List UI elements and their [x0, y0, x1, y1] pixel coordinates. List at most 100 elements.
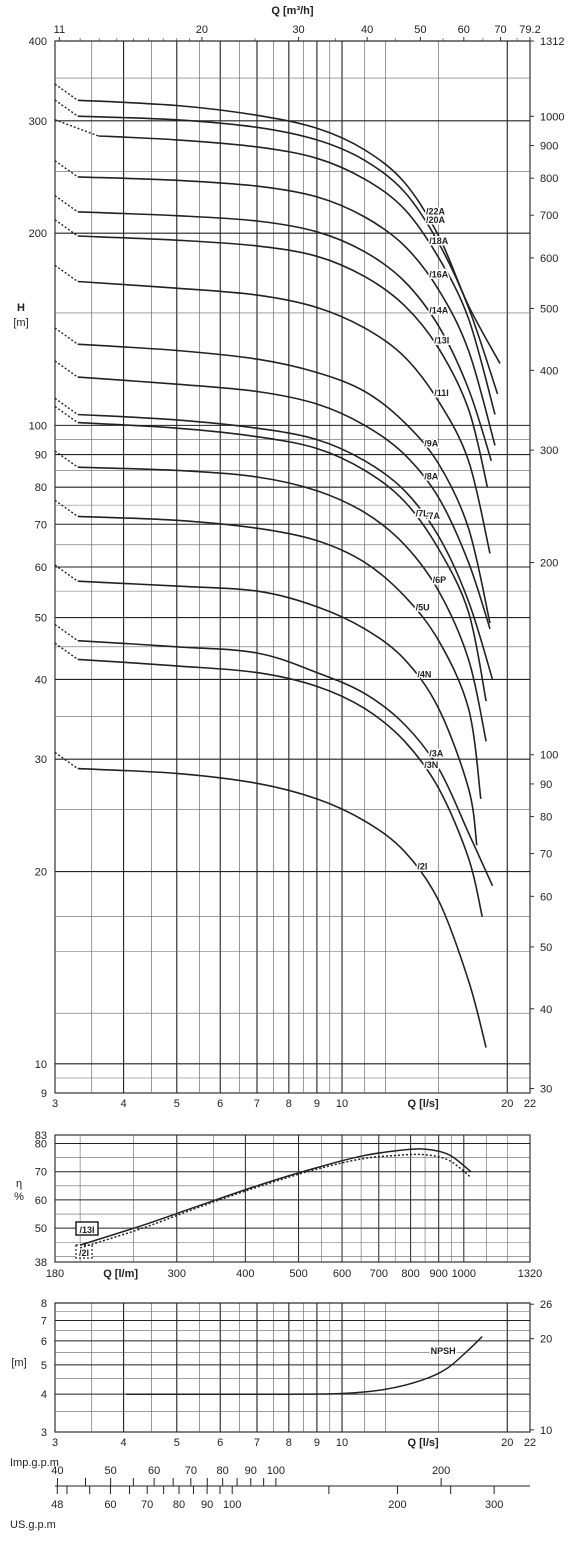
eta-xtick-label: 180	[46, 1268, 64, 1280]
npsh-xtick-label: 5	[174, 1437, 180, 1449]
h-xtick-label: 4	[121, 1098, 127, 1110]
h-curve	[77, 211, 493, 462]
h-curve-label: /7A	[426, 511, 441, 521]
npsh-xtick-label: 20	[501, 1437, 513, 1449]
h-curve-label: /14A	[429, 306, 449, 316]
h-curve	[77, 176, 496, 446]
h-curve	[77, 658, 483, 917]
right-axis-label: 80	[540, 812, 552, 824]
h-curve	[77, 413, 494, 680]
eta-legend-box-2i	[75, 1244, 93, 1259]
imp-gpm-tick-label: 100	[267, 1465, 285, 1477]
npsh-xtick-label: 4	[121, 1437, 127, 1449]
h-xtick-label: 9	[314, 1098, 320, 1110]
h-curve	[77, 639, 494, 887]
curve-layer	[54, 83, 501, 1395]
imp-gpm-tick-label: 50	[105, 1465, 117, 1477]
right-axis-label: 200	[540, 558, 558, 570]
us-gpm-tick-label: 200	[388, 1499, 406, 1511]
h-curve-lowflow	[54, 405, 79, 424]
right-axis-label: 300	[540, 445, 558, 457]
h-ytick-label: 100	[29, 420, 47, 432]
h-xtick-label: 8	[286, 1098, 292, 1110]
eta-xtick-label: 900	[430, 1268, 448, 1280]
imp-gpm-tick-label: 80	[217, 1465, 229, 1477]
right-axis-label: 70	[540, 849, 552, 861]
right-axis-label: 800	[540, 173, 558, 185]
h-ylabel: H	[17, 302, 25, 314]
h-xtick-label: 10	[336, 1098, 348, 1110]
h-ylabel-unit: [m]	[13, 317, 28, 329]
h-ytick-label: 20	[35, 867, 47, 879]
h-curve-label: /5U	[416, 603, 430, 613]
right-axis-label: 40	[540, 1004, 552, 1016]
eta-ytick-label: 38	[35, 1257, 47, 1269]
h-ytick-label: 50	[35, 613, 47, 625]
eta-xtick-label: 500	[289, 1268, 307, 1280]
imp-gpm-tick-label: 90	[245, 1465, 257, 1477]
imp-gpm-tick-label: 40	[51, 1465, 63, 1477]
us-gpm-tick-label: 60	[104, 1499, 116, 1511]
h-curve-lowflow	[54, 264, 79, 283]
h-curve	[77, 421, 487, 702]
imp-gpm-tick-label: 70	[185, 1465, 197, 1477]
h-curve	[98, 135, 496, 415]
h-curve-label: /3A	[429, 748, 444, 758]
h-curve-lowflow	[54, 564, 79, 582]
h-curve-lowflow	[54, 195, 79, 213]
eta-xlabel: Q [l/m]	[103, 1268, 138, 1280]
h-curve-lowflow	[54, 360, 79, 378]
h-curve-lowflow	[54, 219, 79, 237]
right-axis-label: 900	[540, 141, 558, 153]
top-axis-label: 40	[361, 24, 373, 36]
h-curve-label: /8A	[424, 471, 439, 481]
npsh-xtick-label: 3	[52, 1437, 58, 1449]
h-ytick-label: 200	[29, 228, 47, 240]
eta-xtick-label: 600	[333, 1268, 351, 1280]
h-curve-label: /4N	[417, 669, 431, 679]
h-curve	[77, 580, 478, 846]
eta-ylabel-unit: %	[14, 1191, 24, 1203]
h-curve-lowflow	[54, 623, 79, 642]
us-gpm-tick-label: 48	[51, 1499, 63, 1511]
h-curve	[77, 515, 482, 800]
h-ytick-label: 300	[29, 116, 47, 128]
us-gpm-tick-label: 80	[173, 1499, 185, 1511]
eta-ytick-label: 80	[35, 1138, 47, 1150]
h-xtick-label: 5	[174, 1098, 180, 1110]
npsh-ytick-label: 7	[41, 1316, 47, 1328]
h-curve	[77, 343, 491, 624]
top-axis-label: 79.2	[519, 24, 540, 36]
eta-curve	[79, 1148, 472, 1246]
npsh-xtick-label: 22	[524, 1437, 536, 1449]
us-gpm-tick-label: 100	[223, 1499, 241, 1511]
h-curve-label: /2I	[417, 861, 427, 871]
eta-curve	[79, 1153, 472, 1249]
imp-gpm-tick-label: 60	[148, 1465, 160, 1477]
h-ytick-label: 60	[35, 562, 47, 574]
h-curve	[77, 235, 489, 488]
top-axis-label: 30	[292, 24, 304, 36]
us-gpm-tick-label: 70	[141, 1499, 153, 1511]
right-axis-label: 60	[540, 891, 552, 903]
top-axis-label: 20	[196, 24, 208, 36]
h-xlabel: Q [l/s]	[408, 1098, 440, 1110]
eta-legend-13i: /13I	[79, 1225, 94, 1235]
npsh-ytick-label: 3	[41, 1427, 47, 1439]
npsh-ylabel: [m]	[11, 1357, 26, 1369]
h-curve-label: /11I	[434, 388, 449, 398]
npsh-xtick-label: 10	[336, 1437, 348, 1449]
right-axis-label: 30	[540, 1084, 552, 1096]
npsh-curve	[126, 1335, 483, 1395]
imp-gpm-label: Imp.g.p.m	[10, 1457, 59, 1469]
eta-xtick-label: 1320	[518, 1268, 542, 1280]
h-curve-lowflow	[54, 397, 79, 416]
npsh-xlabel: Q [l/s]	[408, 1437, 440, 1449]
right-axis-label: 700	[540, 210, 558, 222]
h-xtick-label: 20	[501, 1098, 513, 1110]
npsh-panel-frame	[54, 1302, 531, 1433]
eta-xtick-label: 400	[236, 1268, 254, 1280]
eta-ytick-label: 50	[35, 1223, 47, 1235]
h-ytick-label: 90	[35, 450, 47, 462]
